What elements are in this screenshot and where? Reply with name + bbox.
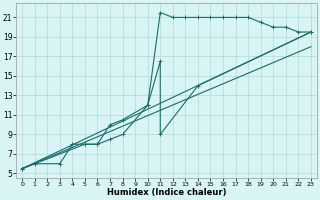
X-axis label: Humidex (Indice chaleur): Humidex (Indice chaleur) — [107, 188, 226, 197]
